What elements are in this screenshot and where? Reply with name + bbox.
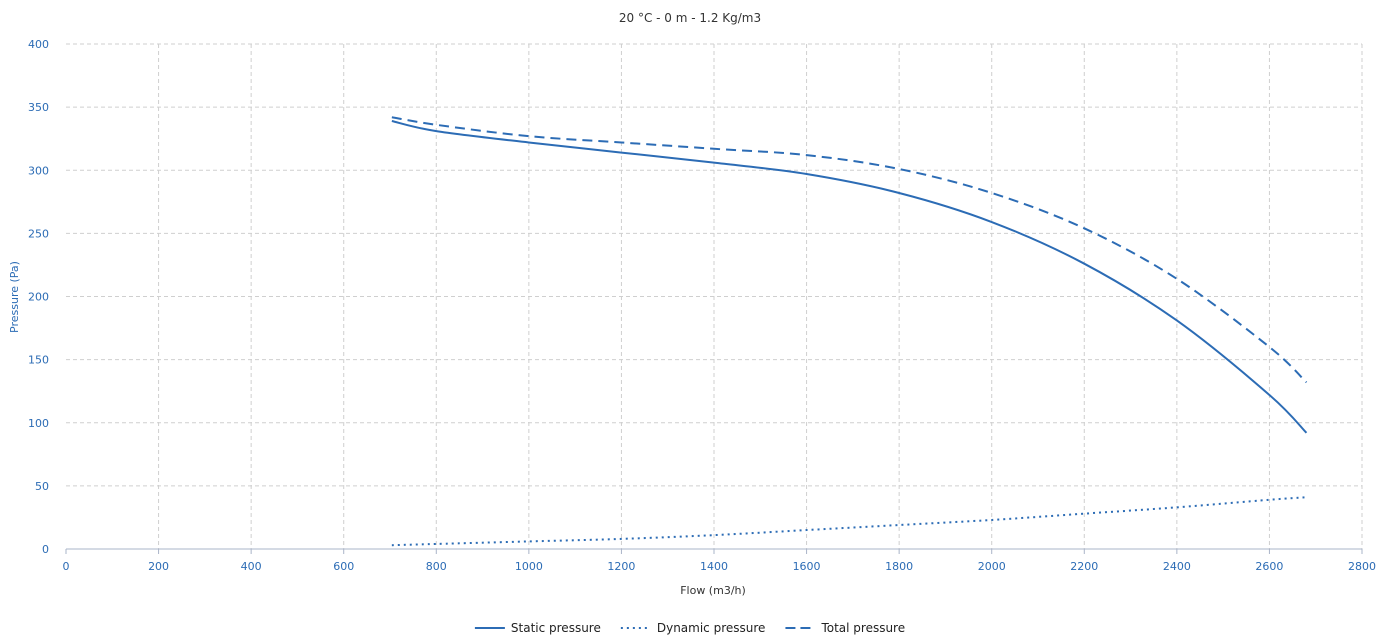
y-tick-label: 300 xyxy=(28,164,49,177)
y-tick-label: 50 xyxy=(35,480,49,493)
x-tick-label: 0 xyxy=(63,560,70,573)
static-pressure-line xyxy=(391,120,1308,434)
y-tick-label: 250 xyxy=(28,227,49,240)
y-tick-label: 100 xyxy=(28,417,49,430)
x-tick-label: 2800 xyxy=(1348,560,1376,573)
x-tick-label: 400 xyxy=(241,560,262,573)
x-tick-label: 1600 xyxy=(793,560,821,573)
y-tick-label: 350 xyxy=(28,101,49,114)
legend-item-dynamic-pressure[interactable]: Dynamic pressure xyxy=(620,621,766,635)
dynamic-pressure-line xyxy=(391,496,1307,547)
x-tick-label: 2400 xyxy=(1163,560,1191,573)
y-tick-label: 0 xyxy=(42,543,49,556)
grid xyxy=(66,43,1363,549)
legend-label: Total pressure xyxy=(820,621,905,635)
y-axis-title: Pressure (Pa) xyxy=(8,261,21,333)
y-tick-label: 200 xyxy=(28,291,49,304)
y-tick-label: 400 xyxy=(28,38,49,51)
axes: 0 200 400 600 800 1000 1200 1400 1600 1800 2000 220… xyxy=(28,38,1376,573)
total-pressure-line xyxy=(391,116,1308,384)
x-tick-label: 1200 xyxy=(607,560,635,573)
legend[interactable]: Static pressure Dynamic pressure Total pre… xyxy=(474,621,905,635)
x-tick-label: 1800 xyxy=(885,560,913,573)
legend-item-static-pressure[interactable]: Static pressure xyxy=(474,621,601,635)
x-tick-label: 2000 xyxy=(978,560,1006,573)
legend-item-total-pressure[interactable]: Total pressure xyxy=(785,621,905,635)
x-tick-label: 1000 xyxy=(515,560,543,573)
x-tick-label: 800 xyxy=(426,560,447,573)
x-tick-label: 2200 xyxy=(1070,560,1098,573)
x-axis-title: Flow (m3/h) xyxy=(680,584,746,597)
x-tick-label: 600 xyxy=(333,560,354,573)
legend-label: Dynamic pressure xyxy=(657,621,766,635)
series xyxy=(391,116,1308,547)
x-tick-label: 2600 xyxy=(1255,560,1283,573)
x-tick-label: 1400 xyxy=(700,560,728,573)
legend-label: Static pressure xyxy=(511,621,601,635)
chart-subtitle: 20 °C - 0 m - 1.2 Kg/m3 xyxy=(619,11,761,25)
x-tick-label: 200 xyxy=(148,560,169,573)
y-tick-label: 150 xyxy=(28,354,49,367)
